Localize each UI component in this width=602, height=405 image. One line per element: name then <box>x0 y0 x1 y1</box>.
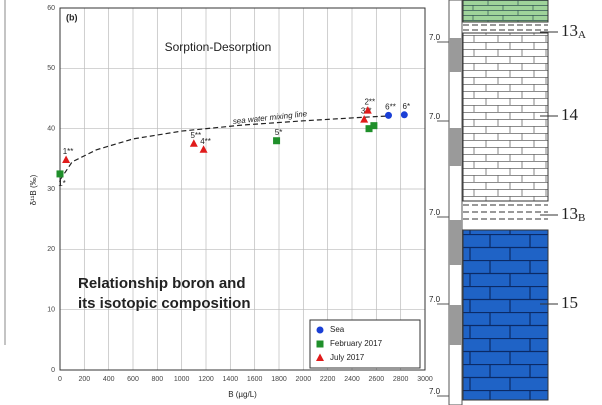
layer-blue <box>463 230 548 400</box>
page: {"chart_data": {"type": "scatter", "pane… <box>0 0 602 405</box>
x-tick-label: 1800 <box>271 376 287 383</box>
x-tick-label: 2200 <box>320 376 336 383</box>
point-label: 4** <box>200 137 211 146</box>
depth-label: 7.0 <box>429 33 441 42</box>
layer-white <box>463 33 548 201</box>
x-tick-label: 3000 <box>417 376 433 383</box>
unit-label: 14 <box>561 105 579 124</box>
depth-label: 7.0 <box>429 112 441 121</box>
x-axis-label: B (µg/L) <box>228 390 257 399</box>
point <box>57 170 64 177</box>
point <box>385 112 392 119</box>
strip-block <box>449 305 462 345</box>
x-tick-label: 400 <box>103 376 115 383</box>
depth-label: 7.0 <box>429 208 441 217</box>
legend-marker <box>317 341 324 348</box>
x-tick-label: 2600 <box>369 376 385 383</box>
x-tick-label: 1600 <box>247 376 263 383</box>
y-axis-label: δ¹¹B (‰) <box>29 174 38 205</box>
x-tick-label: 1000 <box>174 376 190 383</box>
point <box>370 122 377 129</box>
x-tick-label: 2800 <box>393 376 409 383</box>
y-tick-label: 60 <box>47 5 55 12</box>
point-label: 6** <box>385 103 396 112</box>
subtitle: Sorption-Desorption <box>165 40 272 54</box>
point-label: 1* <box>58 179 66 188</box>
point-label: 6* <box>403 102 411 111</box>
point <box>401 111 408 118</box>
x-tick-label: 1400 <box>223 376 239 383</box>
y-tick-label: 0 <box>51 367 55 374</box>
depth-label: 7.0 <box>429 295 441 304</box>
x-tick-label: 0 <box>58 376 62 383</box>
y-tick-label: 20 <box>47 246 55 253</box>
depth-label: 7.0 <box>429 387 441 396</box>
point-label: 2** <box>364 98 375 107</box>
legend-label: Sea <box>330 325 345 334</box>
y-tick-label: 40 <box>47 126 55 133</box>
legend-label: February 2017 <box>330 339 383 348</box>
point <box>273 137 280 144</box>
y-tick-label: 50 <box>47 65 55 72</box>
point-label: 1** <box>63 147 74 156</box>
x-tick-label: 800 <box>151 376 163 383</box>
legend-label: July 2017 <box>330 353 365 362</box>
figure: 0200400600800100012001400160018002000220… <box>0 0 602 405</box>
y-tick-label: 10 <box>47 307 55 314</box>
strip-block <box>449 220 462 265</box>
panel-label: (b) <box>66 12 78 22</box>
point-label: 5* <box>275 128 283 137</box>
x-tick-label: 2400 <box>344 376 360 383</box>
x-tick-label: 2000 <box>296 376 312 383</box>
x-tick-label: 1200 <box>198 376 214 383</box>
x-tick-label: 200 <box>78 376 90 383</box>
strip-block <box>449 128 462 166</box>
legend-marker <box>317 327 324 334</box>
layer-green <box>463 0 548 22</box>
strip-block <box>449 38 462 72</box>
unit-label: 15 <box>561 293 578 312</box>
x-tick-label: 600 <box>127 376 139 383</box>
y-tick-label: 30 <box>47 186 55 193</box>
